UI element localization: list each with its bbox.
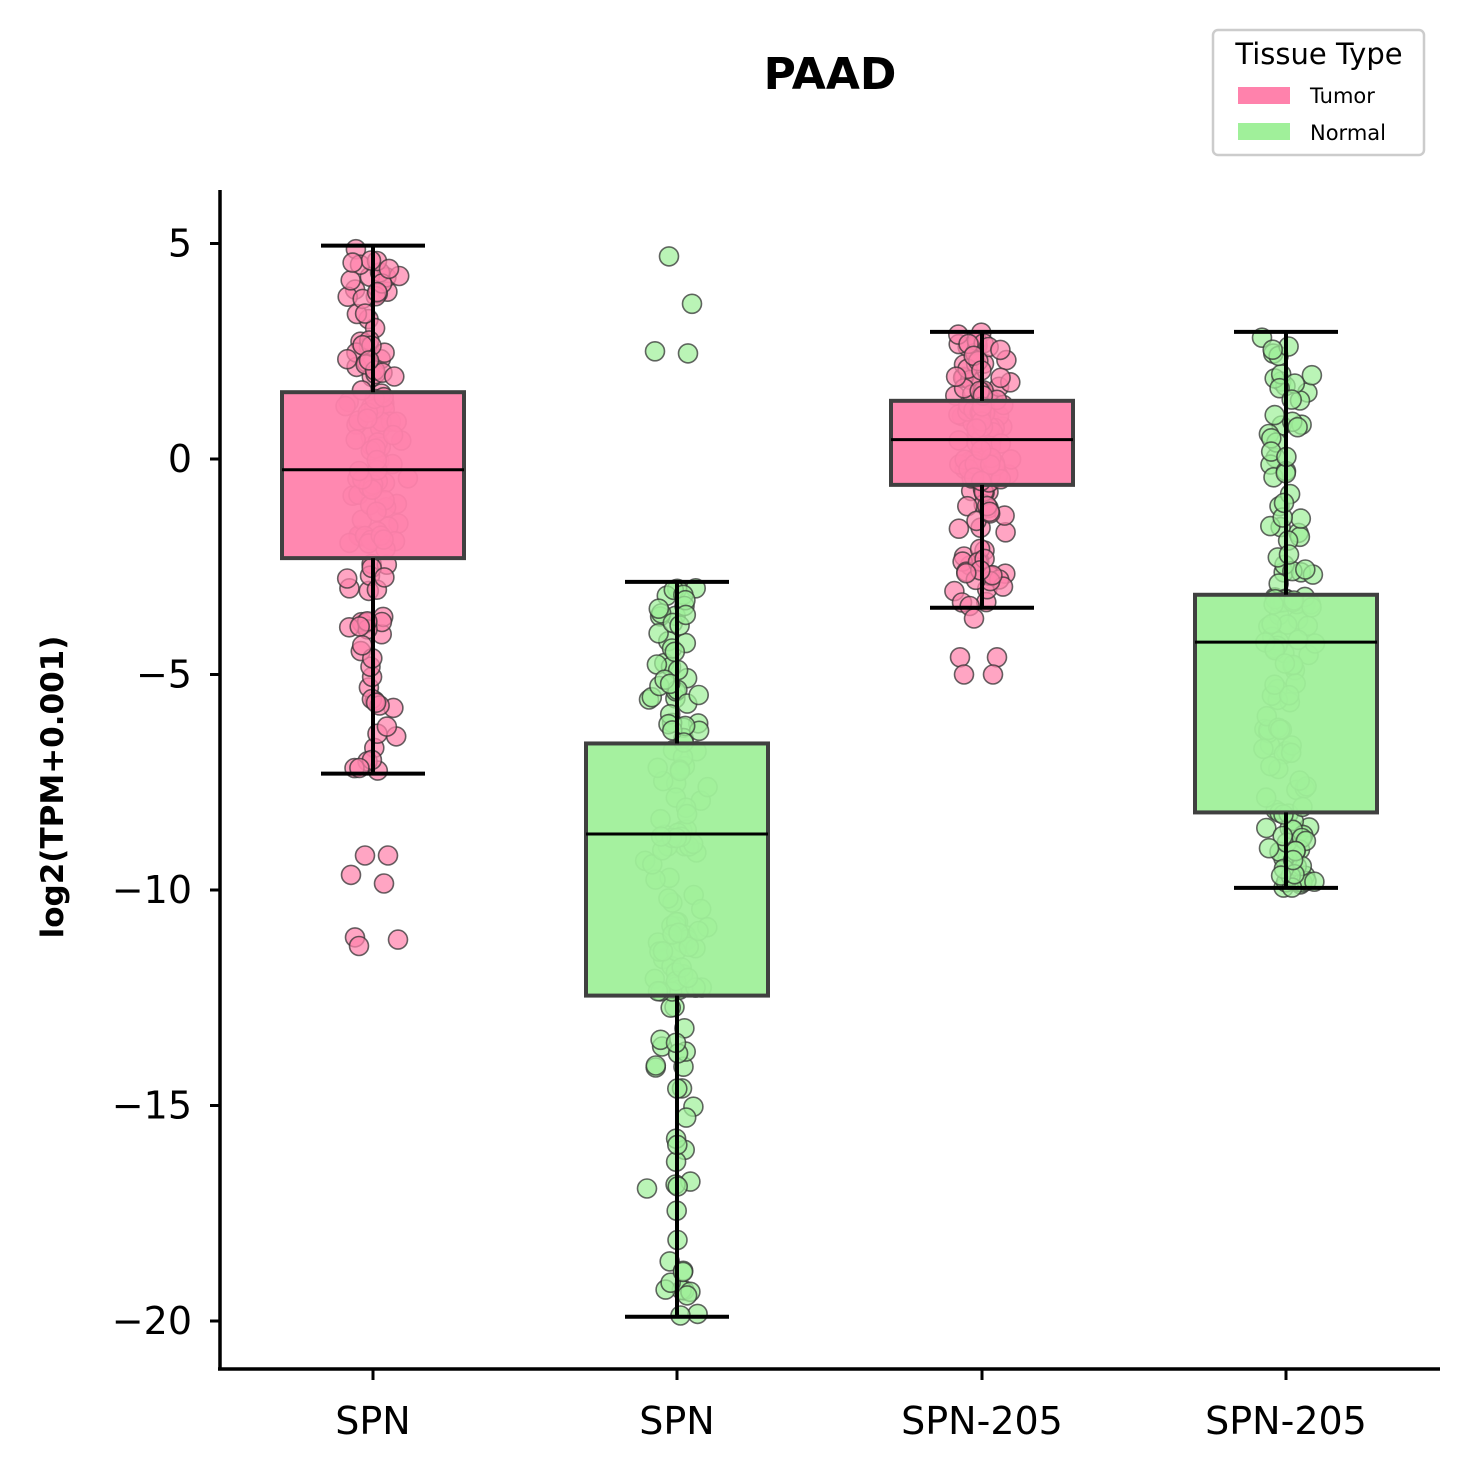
data-point [1287, 416, 1308, 438]
data-point [1278, 544, 1300, 565]
data-point [374, 567, 395, 588]
data-point [945, 366, 967, 388]
data-point [648, 622, 669, 644]
axes-layer [218, 190, 1440, 1371]
outlier-point [354, 845, 376, 866]
y-ticks: 5 0 −5 −10 −15 −20 [112, 222, 220, 1343]
data-point [342, 252, 363, 273]
data-point [336, 348, 358, 370]
box-4 [1193, 329, 1379, 890]
box-3 [889, 329, 1075, 610]
data-point [1264, 404, 1285, 426]
x-tick-label: SPN-205 [1205, 1399, 1367, 1443]
outlier-point [658, 246, 680, 267]
data-point [376, 716, 398, 737]
outlier-point [348, 935, 370, 957]
data-point [1295, 559, 1316, 580]
y-tick-label: −5 [136, 653, 192, 697]
points-layer [335, 238, 1326, 1326]
box-iqr [889, 398, 1075, 487]
y-tick-label: 5 [168, 222, 192, 266]
data-point [365, 692, 387, 714]
point-group-1 [335, 238, 419, 957]
outlier-point [953, 664, 975, 685]
outlier-point [644, 340, 666, 362]
data-point [948, 518, 970, 540]
outlier-point [681, 293, 703, 315]
legend-swatch-normal [1238, 123, 1290, 140]
outlier-point [986, 646, 1008, 668]
y-tick-label: −15 [112, 1084, 192, 1128]
x-tick-label: SPN [639, 1399, 714, 1443]
data-point [336, 568, 358, 589]
y-tick-label: 0 [168, 437, 192, 481]
box-2 [584, 579, 770, 1319]
data-point [1301, 364, 1323, 386]
data-point [358, 350, 380, 371]
data-point [1290, 508, 1312, 529]
data-point [351, 634, 373, 656]
data-point [956, 495, 978, 517]
data-point [378, 258, 400, 280]
outlier-point [982, 664, 1004, 685]
box-iqr [584, 741, 770, 998]
data-point [1282, 849, 1304, 871]
outlier-point [963, 608, 985, 629]
data-point [648, 598, 670, 620]
data-point [688, 684, 710, 706]
data-point [675, 1107, 697, 1128]
data-point [349, 616, 371, 637]
legend-title: Tissue Type [1234, 37, 1402, 71]
data-point [675, 604, 697, 626]
x-ticks: SPN SPN SPN-205 SPN-205 [335, 1369, 1367, 1443]
data-point [366, 281, 388, 303]
y-axis-label: log2(TPM+0.001) [35, 636, 71, 939]
data-point [687, 1303, 708, 1325]
outlier-point [340, 864, 362, 886]
data-point [1256, 817, 1277, 839]
data-point [383, 366, 405, 387]
data-point [636, 1178, 658, 1199]
data-point [664, 641, 686, 663]
legend-label-normal: Normal [1310, 121, 1386, 145]
data-point [955, 562, 977, 584]
box-1 [280, 243, 466, 776]
box-iqr [1193, 592, 1379, 815]
chart-title: PAAD [764, 49, 897, 100]
data-point [990, 367, 1011, 389]
outlier-point [677, 343, 699, 364]
y-tick-label: −20 [112, 1299, 192, 1343]
legend: Tissue Type Tumor Normal [1211, 28, 1426, 157]
outlier-point [373, 873, 395, 894]
data-point [659, 673, 681, 695]
data-point [340, 269, 362, 291]
y-tick-label: −10 [112, 868, 192, 912]
legend-swatch-tumor [1238, 87, 1290, 104]
outlier-point [949, 646, 971, 668]
outlier-point [387, 929, 409, 950]
box-iqr [280, 390, 466, 561]
outlier-point [377, 845, 399, 866]
data-point [645, 1055, 667, 1076]
boxes-layer [280, 243, 1379, 1319]
x-tick-label: SPN [335, 1399, 410, 1443]
data-point [1262, 339, 1283, 361]
data-point [1258, 837, 1280, 859]
legend-label-tumor: Tumor [1309, 84, 1375, 108]
data-point [676, 1285, 698, 1306]
x-tick-label: SPN-205 [901, 1399, 1063, 1443]
data-point [990, 339, 1011, 361]
